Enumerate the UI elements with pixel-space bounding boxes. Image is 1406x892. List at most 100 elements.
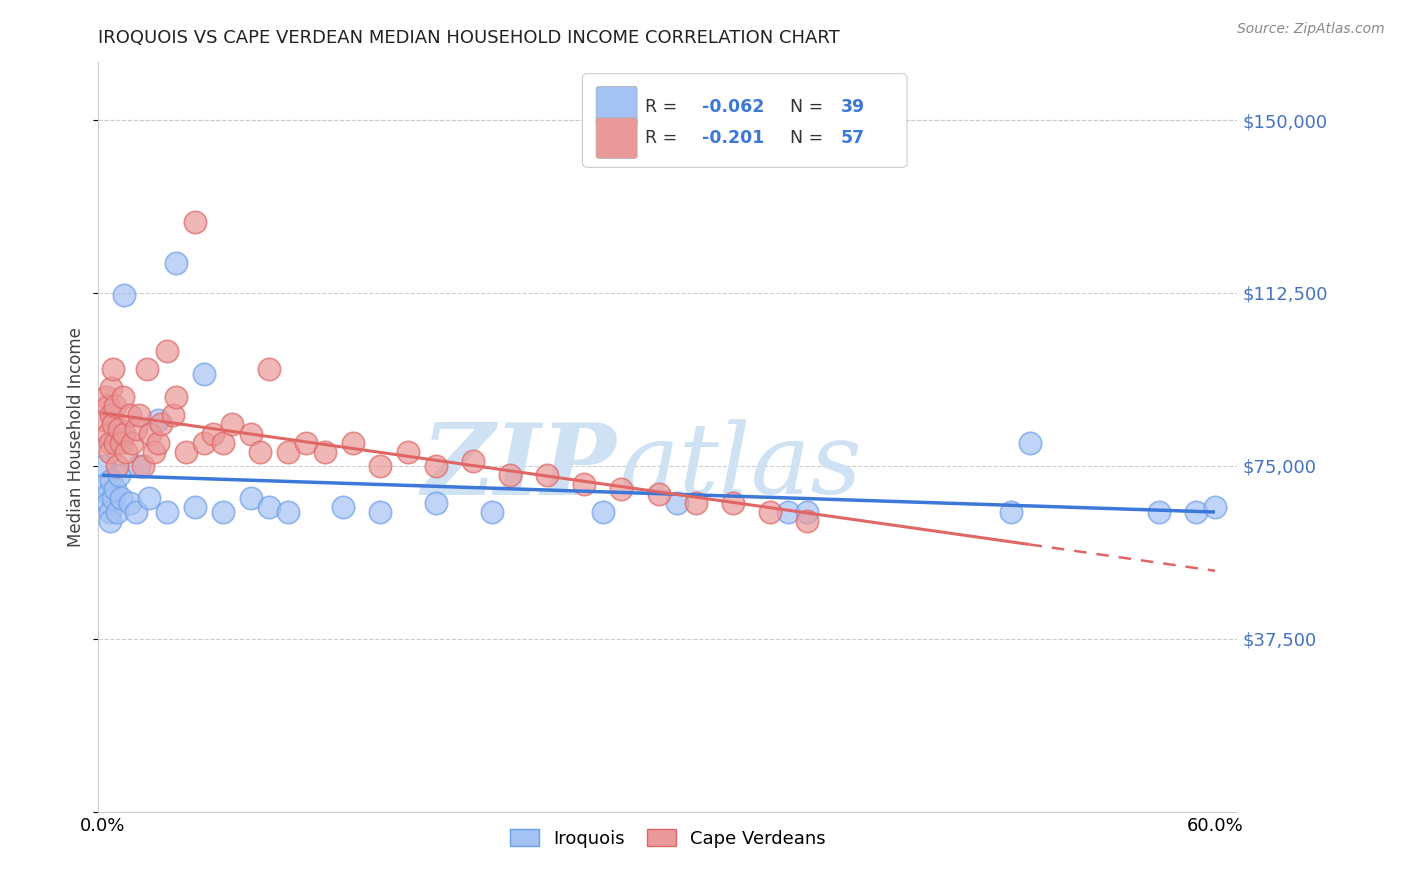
Point xyxy=(128,458,150,473)
Point xyxy=(112,288,135,302)
Point xyxy=(1000,505,1022,519)
Text: 39: 39 xyxy=(841,97,865,116)
Point xyxy=(104,399,127,413)
Point xyxy=(93,413,115,427)
Point xyxy=(128,408,150,422)
Point xyxy=(165,256,187,270)
Point xyxy=(277,445,299,459)
Point xyxy=(94,390,117,404)
Point xyxy=(1185,505,1208,519)
Text: atlas: atlas xyxy=(620,419,863,515)
Point xyxy=(425,458,447,473)
Point xyxy=(103,417,125,432)
Point xyxy=(202,426,225,441)
Point xyxy=(150,417,173,432)
Point xyxy=(425,496,447,510)
Point xyxy=(184,500,207,515)
Point xyxy=(98,514,121,528)
Point xyxy=(135,362,157,376)
Text: ZIP: ZIP xyxy=(422,419,617,516)
Point xyxy=(97,486,120,500)
Text: 57: 57 xyxy=(841,129,865,147)
Point xyxy=(100,380,122,394)
Point xyxy=(221,417,243,432)
Point xyxy=(98,505,121,519)
Point xyxy=(796,505,818,519)
Point xyxy=(174,445,197,459)
Point xyxy=(184,214,207,228)
Point xyxy=(342,435,364,450)
Point xyxy=(104,482,127,496)
Point xyxy=(211,505,233,519)
Point xyxy=(156,505,179,519)
Point xyxy=(370,505,392,519)
Point xyxy=(143,445,166,459)
Point xyxy=(105,458,128,473)
Point xyxy=(110,435,132,450)
Point xyxy=(94,477,117,491)
Point xyxy=(124,422,146,436)
Point xyxy=(1204,500,1226,515)
Point xyxy=(93,458,115,473)
Point xyxy=(239,426,262,441)
Point xyxy=(257,362,280,376)
Point xyxy=(115,445,138,459)
Point xyxy=(257,500,280,515)
Point xyxy=(249,445,271,459)
Point xyxy=(108,422,131,436)
Point xyxy=(193,367,215,381)
Point xyxy=(138,491,160,505)
Point xyxy=(108,468,131,483)
Text: N =: N = xyxy=(779,97,830,116)
Point xyxy=(98,445,121,459)
Point xyxy=(132,458,155,473)
Point xyxy=(103,491,125,505)
Point xyxy=(97,496,120,510)
Point xyxy=(156,343,179,358)
Point xyxy=(574,477,596,491)
Point xyxy=(98,435,121,450)
Text: R =: R = xyxy=(645,97,683,116)
FancyBboxPatch shape xyxy=(596,118,637,159)
Point xyxy=(370,458,392,473)
Text: R =: R = xyxy=(645,129,683,147)
Point xyxy=(592,505,614,519)
Legend: Iroquois, Cape Verdeans: Iroquois, Cape Verdeans xyxy=(503,822,832,855)
FancyBboxPatch shape xyxy=(582,74,907,168)
Point xyxy=(112,426,135,441)
Point xyxy=(105,505,128,519)
Point xyxy=(796,514,818,528)
Point xyxy=(165,390,187,404)
Point xyxy=(118,408,141,422)
Text: Source: ZipAtlas.com: Source: ZipAtlas.com xyxy=(1237,22,1385,37)
Point xyxy=(666,496,689,510)
Point xyxy=(97,426,120,441)
Point xyxy=(481,505,503,519)
Point xyxy=(124,505,146,519)
Text: -0.201: -0.201 xyxy=(702,129,765,147)
Point xyxy=(396,445,419,459)
Point xyxy=(721,496,744,510)
Point xyxy=(97,399,120,413)
Point xyxy=(146,435,169,450)
Point xyxy=(778,505,800,519)
Point xyxy=(295,435,318,450)
Point xyxy=(332,500,354,515)
Point xyxy=(100,408,122,422)
Point xyxy=(139,426,162,441)
Y-axis label: Median Household Income: Median Household Income xyxy=(67,327,86,547)
Point xyxy=(118,496,141,510)
Point xyxy=(610,482,633,496)
Point xyxy=(239,491,262,505)
FancyBboxPatch shape xyxy=(596,87,637,127)
Point xyxy=(100,473,122,487)
Point xyxy=(536,468,558,483)
Point xyxy=(314,445,336,459)
Text: N =: N = xyxy=(779,129,830,147)
Point xyxy=(146,413,169,427)
Point xyxy=(193,435,215,450)
Point xyxy=(461,454,484,468)
Point xyxy=(277,505,299,519)
Point xyxy=(211,435,233,450)
Point xyxy=(104,435,127,450)
